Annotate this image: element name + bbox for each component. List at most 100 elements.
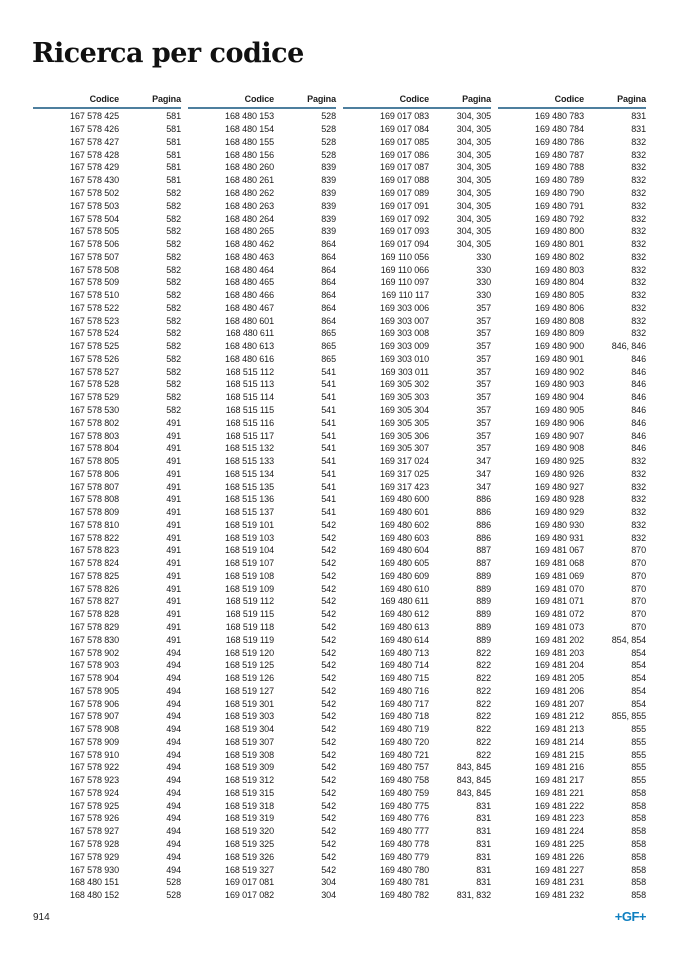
page-cell: 831: [476, 826, 491, 837]
code-cell: 168 480 262: [225, 187, 274, 198]
table-row: 168 480 601 864: [188, 314, 336, 327]
page-cell: 491: [166, 545, 181, 556]
table-row: 168 515 115 541: [188, 404, 336, 417]
page-cell: 832: [631, 136, 646, 147]
table-row: 169 480 926 832: [498, 467, 646, 480]
code-cell: 169 480 775: [380, 800, 429, 811]
page-cell: 822: [476, 685, 491, 696]
table-row: 168 515 112 541: [188, 365, 336, 378]
code-cell: 169 480 610: [380, 583, 429, 594]
page-cell: 542: [321, 583, 336, 594]
code-cell: 169 480 789: [535, 175, 584, 186]
code-cell: 167 578 505: [70, 226, 119, 237]
code-cell: 169 480 809: [535, 328, 584, 339]
code-cell: 169 481 224: [535, 826, 584, 837]
code-cell: 169 017 093: [380, 226, 429, 237]
code-cell: 169 305 306: [380, 430, 429, 441]
table-row: 167 578 926 494: [33, 812, 181, 825]
page-cell: 491: [166, 507, 181, 518]
code-cell: 169 481 222: [535, 800, 584, 811]
page-cell: 541: [321, 417, 336, 428]
page-cell: 494: [166, 851, 181, 862]
code-cell: 169 480 926: [535, 468, 584, 479]
table-row: 168 519 115 542: [188, 608, 336, 621]
table-row: 167 578 922 494: [33, 761, 181, 774]
page-cell: 831: [476, 864, 491, 875]
code-cell: 167 578 823: [70, 545, 119, 556]
column-header-row: Codice Pagina: [498, 90, 646, 109]
code-cell: 167 578 822: [70, 532, 119, 543]
table-row: 169 303 007 357: [343, 314, 491, 327]
table-row: 169 317 024 347: [343, 455, 491, 468]
page-cell: 304, 305: [456, 124, 491, 135]
page-cell: 357: [476, 392, 491, 403]
code-cell: 167 578 909: [70, 736, 119, 747]
code-cell: 169 017 087: [380, 162, 429, 173]
page-cell: 581: [166, 175, 181, 186]
page-cell: 357: [476, 443, 491, 454]
page-cell: 832: [631, 532, 646, 543]
code-cell: 169 017 092: [380, 213, 429, 224]
code-cell: 168 519 309: [225, 762, 274, 773]
page-cell: 582: [166, 392, 181, 403]
table-row: 168 519 319 542: [188, 812, 336, 825]
page-cell: 582: [166, 328, 181, 339]
page-cell: 582: [166, 366, 181, 377]
page-cell: 542: [321, 736, 336, 747]
table-row: 168 480 260 839: [188, 161, 336, 174]
page-cell: 582: [166, 213, 181, 224]
table-row: 169 480 904 846: [498, 391, 646, 404]
table-row: 169 480 718 822: [343, 710, 491, 723]
code-cell: 167 578 929: [70, 851, 119, 862]
table-row: 169 480 900 846, 846: [498, 340, 646, 353]
code-cell: 168 519 109: [225, 583, 274, 594]
code-cell: 167 578 910: [70, 749, 119, 760]
page-cell: 832: [631, 200, 646, 211]
table-row: 169 303 008 357: [343, 327, 491, 340]
page-cell: 581: [166, 124, 181, 135]
table-row: 167 578 527 582: [33, 365, 181, 378]
code-cell: 168 480 156: [225, 149, 274, 160]
code-cell: 169 480 790: [535, 187, 584, 198]
table-row: 169 480 791 832: [498, 199, 646, 212]
page-cell: 304, 305: [456, 187, 491, 198]
page-cell: 858: [631, 826, 646, 837]
page-cell: 843, 845: [456, 762, 491, 773]
table-row: 169 481 232 858: [498, 889, 646, 902]
page-cell: 541: [321, 379, 336, 390]
page-cell: 581: [166, 149, 181, 160]
code-cell: 167 578 524: [70, 328, 119, 339]
page-cell: 582: [166, 226, 181, 237]
code-cell: 167 578 807: [70, 481, 119, 492]
table-row: 169 017 085 304, 305: [343, 136, 491, 149]
table-row: 169 480 612 889: [343, 608, 491, 621]
page-cell: 542: [321, 647, 336, 658]
code-cell: 169 480 927: [535, 481, 584, 492]
page-cell: 858: [631, 864, 646, 875]
page-cell: 822: [476, 711, 491, 722]
table-row: 169 481 072 870: [498, 608, 646, 621]
page-cell: 886: [476, 507, 491, 518]
code-cell: 169 480 903: [535, 379, 584, 390]
table-row: 169 303 009 357: [343, 340, 491, 353]
table-row: 167 578 824 491: [33, 557, 181, 570]
code-cell: 169 480 900: [535, 341, 584, 352]
table-row: 169 480 610 889: [343, 582, 491, 595]
code-cell: 168 519 327: [225, 864, 274, 875]
table-row: 169 480 905 846: [498, 404, 646, 417]
code-cell: 169 480 613: [380, 622, 429, 632]
code-cell: 169 480 930: [535, 519, 584, 530]
table-row: 169 303 010 357: [343, 353, 491, 366]
page-cell: 831: [476, 800, 491, 811]
code-cell: 169 480 778: [380, 839, 429, 850]
table-row: 169 017 081 304: [188, 876, 336, 889]
table-row: 169 017 083 304, 305: [343, 110, 491, 123]
code-cell: 169 480 719: [380, 724, 429, 735]
table-row: 167 578 808 491: [33, 493, 181, 506]
column-header-row: Codice Pagina: [188, 90, 336, 109]
code-cell: 167 578 828: [70, 609, 119, 620]
code-cell: 169 480 805: [535, 290, 584, 301]
table-row: 169 481 069 870: [498, 570, 646, 583]
table-row: 169 305 302 357: [343, 378, 491, 391]
